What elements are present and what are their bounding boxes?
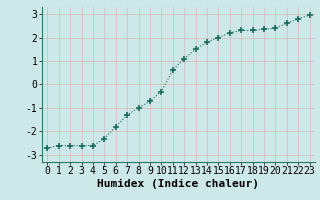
X-axis label: Humidex (Indice chaleur): Humidex (Indice chaleur) xyxy=(97,179,260,189)
